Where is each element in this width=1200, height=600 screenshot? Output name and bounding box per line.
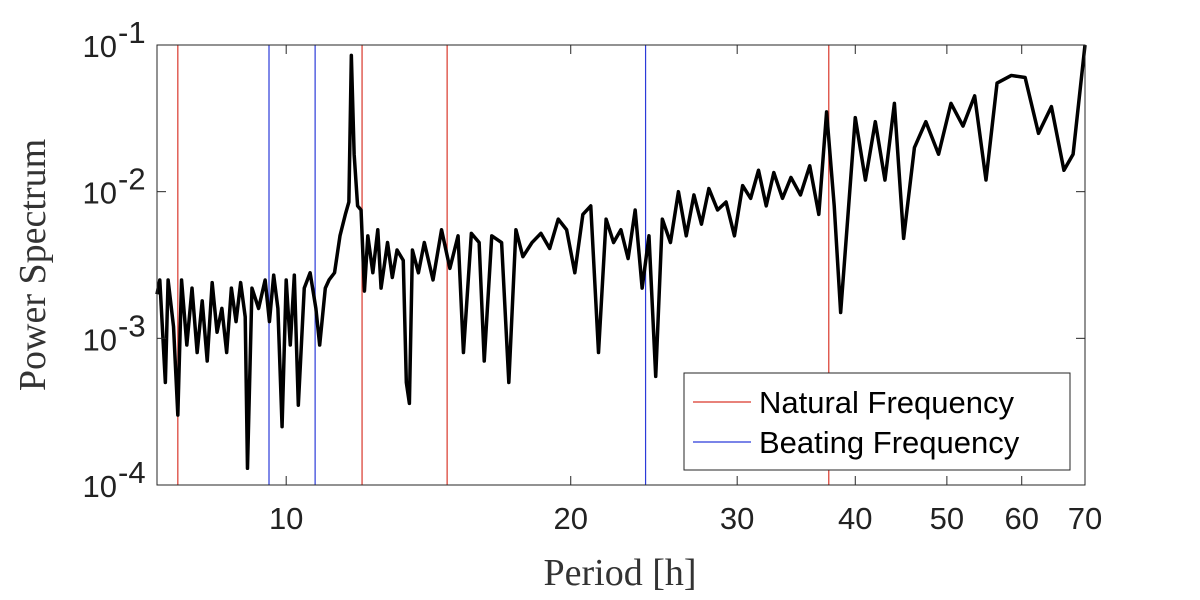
- legend-label: Natural Frequency: [759, 385, 1015, 420]
- x-tick-label: 40: [838, 501, 872, 536]
- x-tick-label: 20: [553, 501, 587, 536]
- y-tick-label: 10: [83, 322, 117, 357]
- x-tick-label: 60: [1004, 501, 1038, 536]
- x-axis-label: Period [h]: [543, 552, 696, 594]
- plot-frame: [156, 44, 1086, 486]
- x-tick-label: 30: [720, 501, 754, 536]
- y-tick-base: 10: [83, 29, 117, 64]
- y-tick-label: 10: [83, 469, 117, 504]
- y-tick-exponent: -3: [118, 308, 146, 343]
- legend-box: [683, 372, 1071, 471]
- y-tick-base: 10: [83, 176, 117, 211]
- y-tick-exponent: -2: [118, 162, 146, 197]
- y-tick-base: 10: [83, 322, 117, 357]
- y-axis-label: Power Spectrum: [12, 139, 54, 391]
- y-tick-label: 10: [83, 176, 117, 211]
- y-tick-exponent: -4: [118, 455, 146, 490]
- legend-label: Beating Frequency: [759, 425, 1020, 460]
- x-tick-label: 10: [269, 501, 303, 536]
- y-tick-exponent: -1: [118, 15, 146, 50]
- y-tick-label: 10: [83, 29, 117, 64]
- x-tick-label: 70: [1068, 501, 1102, 536]
- spectrum-line: [155, 44, 1087, 471]
- y-tick-base: 10: [83, 469, 117, 504]
- x-tick-label: 50: [930, 501, 964, 536]
